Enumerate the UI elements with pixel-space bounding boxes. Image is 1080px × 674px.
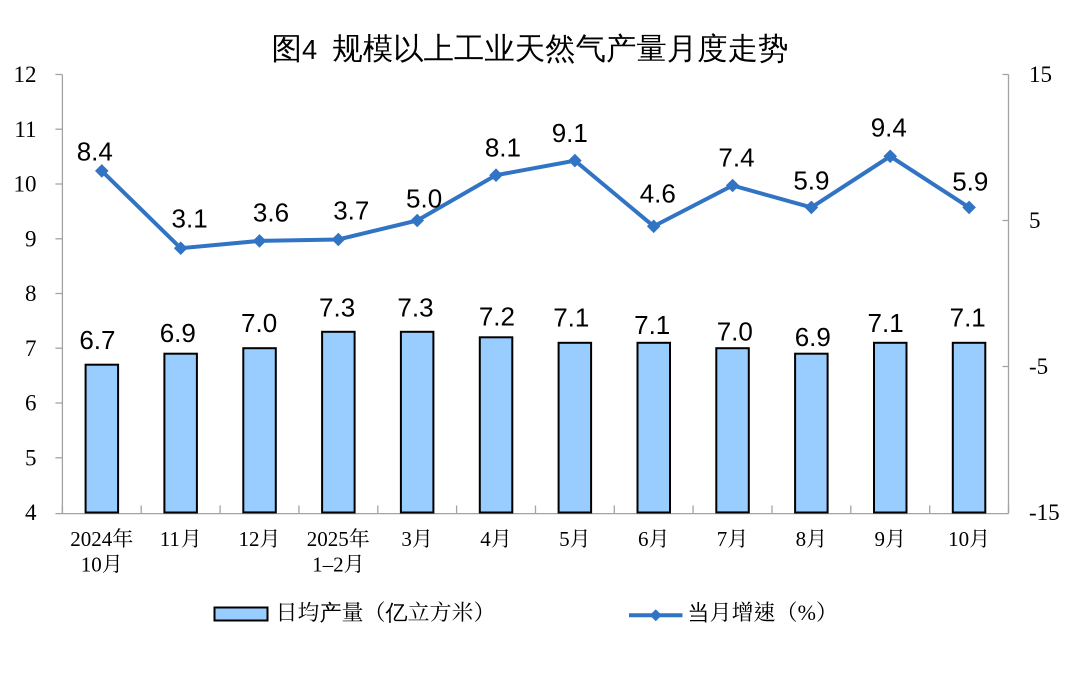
svg-text:10: 10 (14, 172, 37, 197)
svg-text:4: 4 (25, 500, 37, 525)
svg-text:3.1: 3.1 (172, 203, 208, 233)
svg-text:7: 7 (717, 527, 728, 551)
svg-text:-5: -5 (1029, 354, 1048, 379)
svg-text:9.4: 9.4 (871, 113, 907, 143)
svg-text:9.1: 9.1 (552, 118, 588, 148)
svg-text:4.6: 4.6 (640, 178, 676, 208)
svg-text:7.0: 7.0 (241, 308, 277, 338)
svg-text:3.6: 3.6 (253, 198, 289, 228)
svg-text:4: 4 (480, 527, 491, 551)
svg-text:7.1: 7.1 (950, 303, 986, 333)
svg-text:6.9: 6.9 (160, 318, 196, 348)
svg-text:7.1: 7.1 (634, 310, 670, 340)
svg-text:7.2: 7.2 (479, 302, 515, 332)
svg-text:7.1: 7.1 (868, 308, 904, 338)
svg-text:3.7: 3.7 (333, 195, 369, 225)
svg-text:7.4: 7.4 (718, 143, 754, 173)
svg-text:6: 6 (25, 391, 37, 416)
svg-text:11: 11 (160, 527, 180, 551)
svg-text:3: 3 (401, 527, 412, 551)
svg-text:-15: -15 (1029, 500, 1060, 525)
svg-text:1–2: 1–2 (312, 552, 344, 576)
svg-text:15: 15 (1029, 62, 1052, 87)
svg-text:7.0: 7.0 (717, 317, 753, 347)
svg-text:5.0: 5.0 (406, 184, 442, 214)
svg-text:5: 5 (559, 527, 570, 551)
svg-text:6.9: 6.9 (795, 322, 831, 352)
svg-text:4: 4 (302, 34, 317, 65)
svg-text:8.4: 8.4 (77, 137, 113, 167)
svg-text:9: 9 (875, 527, 886, 551)
svg-text:8: 8 (25, 281, 37, 306)
svg-text:7.3: 7.3 (319, 292, 355, 322)
svg-text:5: 5 (25, 445, 37, 470)
svg-text:7.3: 7.3 (397, 292, 433, 322)
svg-text:10: 10 (81, 552, 102, 576)
svg-text:9: 9 (25, 226, 37, 251)
svg-text:8.1: 8.1 (485, 132, 521, 162)
svg-text:8: 8 (796, 527, 807, 551)
svg-text:2025: 2025 (307, 527, 349, 551)
svg-text:10: 10 (948, 527, 969, 551)
svg-text:12: 12 (14, 62, 37, 87)
svg-text:6.7: 6.7 (79, 325, 115, 355)
svg-text:5.9: 5.9 (793, 165, 829, 195)
svg-text:11: 11 (14, 117, 36, 142)
svg-text:7: 7 (25, 336, 37, 361)
svg-text:6: 6 (638, 527, 649, 551)
svg-text:2024: 2024 (70, 527, 113, 551)
svg-text:5: 5 (1029, 208, 1041, 233)
svg-text:5.9: 5.9 (952, 167, 988, 197)
svg-text:7.1: 7.1 (553, 303, 589, 333)
svg-text:12: 12 (239, 527, 260, 551)
svg-text:%: % (798, 600, 816, 625)
